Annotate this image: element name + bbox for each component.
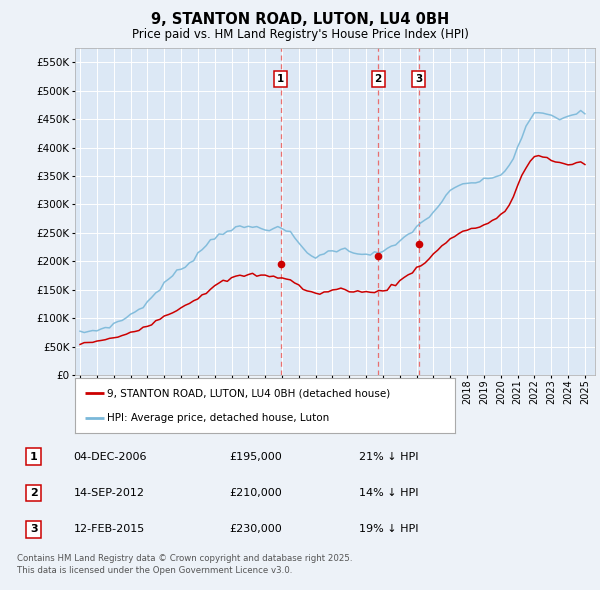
Text: £210,000: £210,000 — [229, 488, 282, 498]
Text: 1: 1 — [277, 74, 284, 84]
Text: 2: 2 — [30, 488, 38, 498]
Text: 3: 3 — [415, 74, 422, 84]
Text: 1: 1 — [30, 452, 38, 462]
Text: 19% ↓ HPI: 19% ↓ HPI — [359, 525, 418, 535]
Text: 14-SEP-2012: 14-SEP-2012 — [74, 488, 145, 498]
Text: 12-FEB-2015: 12-FEB-2015 — [74, 525, 145, 535]
Text: 21% ↓ HPI: 21% ↓ HPI — [359, 452, 418, 462]
Text: 14% ↓ HPI: 14% ↓ HPI — [359, 488, 418, 498]
Text: £195,000: £195,000 — [229, 452, 282, 462]
Text: 04-DEC-2006: 04-DEC-2006 — [74, 452, 147, 462]
Text: 9, STANTON ROAD, LUTON, LU4 0BH: 9, STANTON ROAD, LUTON, LU4 0BH — [151, 12, 449, 27]
Text: 9, STANTON ROAD, LUTON, LU4 0BH (detached house): 9, STANTON ROAD, LUTON, LU4 0BH (detache… — [107, 388, 391, 398]
Text: HPI: Average price, detached house, Luton: HPI: Average price, detached house, Luto… — [107, 412, 329, 422]
Text: 2: 2 — [374, 74, 382, 84]
Text: £230,000: £230,000 — [229, 525, 282, 535]
Text: Contains HM Land Registry data © Crown copyright and database right 2025.
This d: Contains HM Land Registry data © Crown c… — [17, 554, 352, 575]
Text: 3: 3 — [30, 525, 37, 535]
Text: Price paid vs. HM Land Registry's House Price Index (HPI): Price paid vs. HM Land Registry's House … — [131, 28, 469, 41]
